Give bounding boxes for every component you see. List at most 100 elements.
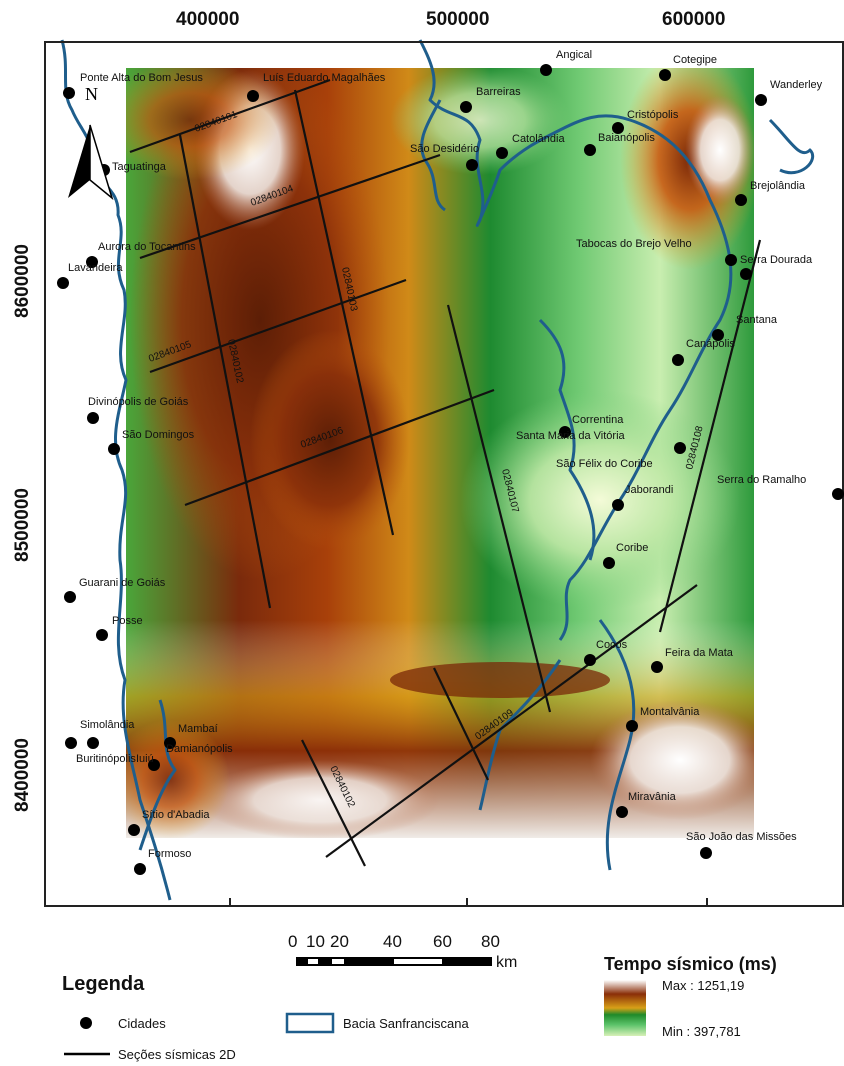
city-marker: Cristópolis: [612, 109, 679, 134]
scale-tick-label: 60: [433, 932, 452, 951]
colorbar-max: Max : 1251,19: [662, 978, 744, 993]
city-marker: Aurora do Tocantins: [86, 241, 196, 268]
city-label: Coribe: [616, 542, 648, 554]
city-marker: São Félix do Coribe: [556, 442, 686, 470]
city-label: Santa Maria da Vitória: [516, 430, 626, 442]
x-tick-label: 400000: [176, 9, 239, 30]
city-label: Ponte Alta do Bom Jesus: [80, 72, 203, 84]
city-marker: Coribe: [603, 542, 648, 569]
city-label: Lavandeira: [68, 262, 123, 274]
city-label: Buritinópolis: [76, 753, 136, 765]
seismic-raster: [126, 68, 754, 838]
scale-unit: km: [496, 954, 517, 971]
city-marker: Iuiú: [136, 753, 160, 771]
city-label: Aurora do Tocantins: [98, 241, 196, 253]
colorbar-ramp: [604, 980, 646, 1036]
city-label: Brejolândia: [750, 180, 806, 192]
map-frame: [44, 41, 844, 907]
city-marker: Correntina: [559, 414, 624, 438]
north-arrow: N: [68, 84, 114, 201]
scale-bar: 0 10 20 40 60 80 km: [288, 932, 517, 971]
city-marker: Ponte Alta do Bom Jesus: [63, 72, 203, 99]
section-line: [433, 667, 489, 781]
city-marker: Feira da Mata: [651, 647, 734, 673]
city-marker: Serra do Ramalho: [717, 474, 844, 500]
city-label: Correntina: [572, 414, 624, 426]
city-marker: Brejolândia: [735, 180, 806, 206]
legend-basin-symbol: [285, 1012, 335, 1034]
city-marker: Guarani de Goiás: [64, 577, 166, 603]
colorbar: Tempo sísmico (ms) Max : 1251,19 Min : 3…: [604, 954, 777, 1039]
city-label: Luís Eduardo Magalhães: [263, 72, 386, 84]
city-marker: Divinópolis de Goiás: [87, 396, 189, 424]
city-label: Baianópolis: [598, 132, 655, 144]
legend: Legenda Cidades Seções sísmicas 2D Bacia…: [62, 973, 470, 1062]
city-label: São Desidério: [410, 143, 479, 155]
city-label: Posse: [112, 615, 143, 627]
city-marker: Sítio d'Abadia: [128, 809, 210, 836]
scale-tick-label: 40: [383, 932, 402, 951]
section-line: [301, 739, 366, 867]
city-label: Wanderley: [770, 79, 823, 91]
city-marker: Canápolis: [672, 338, 735, 366]
city-label: Sítio d'Abadia: [142, 809, 210, 821]
city-marker: Catolândia: [496, 133, 565, 159]
seismic-sections: [129, 78, 762, 867]
y-axis-ticks: 8600000 8500000 8400000: [12, 244, 33, 812]
city-marker: Santa Maria da Vitória: [516, 430, 626, 442]
scale-tick-label: 0: [288, 932, 297, 951]
city-marker: São João das Missões: [686, 831, 797, 859]
city-marker: Damianópolis: [166, 743, 233, 755]
colorbar-title: Tempo sísmico (ms): [604, 954, 777, 974]
city-label: São Félix do Coribe: [556, 458, 653, 470]
city-label: Miravânia: [628, 791, 677, 803]
section-line: [139, 153, 441, 260]
city-label: Canápolis: [686, 338, 735, 350]
city-marker: São Desidério: [410, 143, 479, 171]
city-marker: Jaborandi: [612, 484, 673, 511]
city-marker: Montalvânia: [626, 706, 700, 732]
section-line: [293, 89, 395, 536]
city-marker: Posse: [96, 615, 143, 641]
section-line: [658, 239, 762, 633]
section-line: [149, 278, 407, 374]
city-label: Cotegipe: [673, 54, 717, 66]
city-marker: Cotegipe: [659, 54, 717, 81]
scale-tick-label: 10: [306, 932, 325, 951]
city-label: Barreiras: [476, 86, 521, 98]
city-marker: Formoso: [134, 848, 191, 875]
city-marker: Simolândia: [65, 719, 135, 749]
city-label: Formoso: [148, 848, 191, 860]
y-tick-label: 8400000: [12, 738, 33, 812]
legend-sections-label: Seções sísmicas 2D: [118, 1047, 236, 1062]
city-marker: Tabocas do Brejo Velho: [576, 238, 737, 266]
x-axis-ticks: 400000 500000 600000: [176, 9, 725, 906]
city-marker: Serra Dourada: [740, 254, 813, 280]
city-label: Guarani de Goiás: [79, 577, 166, 589]
x-tick-label: 500000: [426, 9, 489, 30]
scale-tick-label: 80: [481, 932, 500, 951]
legend-city-symbol: [80, 1017, 92, 1029]
city-marker: Lavandeira: [57, 262, 123, 289]
city-label: Feira da Mata: [665, 647, 734, 659]
section-line: [184, 388, 495, 507]
section-line: [446, 304, 552, 713]
legend-basin-label: Bacia Sanfranciscana: [343, 1016, 470, 1031]
city-marker: Mambaí: [164, 723, 218, 749]
city-label: Jaborandi: [625, 484, 673, 496]
city-label: Simolândia: [80, 719, 135, 731]
city-marker: Angical: [540, 49, 592, 76]
city-label: São Domingos: [122, 429, 195, 441]
legend-cities-label: Cidades: [118, 1016, 166, 1031]
x-tick-label: 600000: [662, 9, 725, 30]
north-label: N: [85, 84, 98, 104]
legend-title: Legenda: [62, 973, 145, 995]
scale-tick-label: 20: [330, 932, 349, 951]
section-line: [129, 78, 331, 154]
city-label: Divinópolis de Goiás: [88, 396, 189, 408]
city-label: Santana: [736, 314, 778, 326]
city-marker: Miravânia: [616, 791, 677, 818]
colorbar-min: Min : 397,781: [662, 1024, 741, 1039]
y-tick-label: 8500000: [12, 488, 33, 562]
